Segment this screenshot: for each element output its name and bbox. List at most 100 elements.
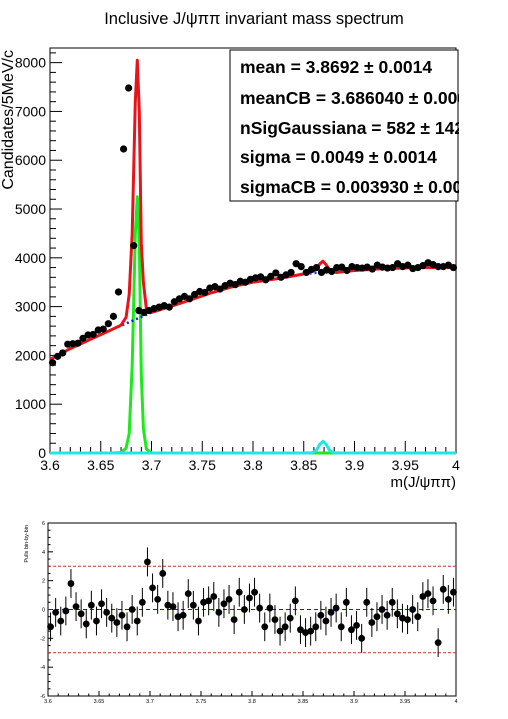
pull-point: [327, 608, 335, 616]
pull-x-tick-label: 3.6: [44, 699, 52, 705]
pull-point: [174, 613, 182, 621]
pull-point: [399, 614, 406, 622]
main-x-tick-label: 3.95: [392, 457, 419, 473]
pull-point: [118, 611, 126, 619]
pull-point: [429, 597, 437, 605]
pull-point: [404, 616, 411, 623]
pull-point: [154, 596, 162, 603]
pull-point: [393, 610, 401, 618]
data-point: [404, 261, 412, 269]
pull-point: [297, 626, 304, 634]
pull-point: [138, 598, 146, 606]
pull-point: [348, 626, 355, 634]
main-y-axis-label: Candidates/5MeV/c: [0, 50, 17, 190]
pull-point: [256, 604, 264, 612]
pull-x-tick-label: 4: [454, 699, 457, 705]
data-point: [48, 359, 57, 367]
data-point: [125, 84, 133, 92]
pull-axes: 3.6 3.65 3.7 3.75 3.8 3.85 3.9 3.95 4 -6 -4 -2 0 2 4 6: [40, 521, 457, 705]
pull-x-tick-label: 3.8: [248, 699, 256, 705]
pull-point: [235, 588, 243, 596]
data-point: [297, 263, 305, 271]
data-point: [312, 263, 321, 272]
pull-point: [220, 600, 228, 608]
pull-point: [368, 619, 376, 626]
stats-meancb: meanCB = 3.686040 ± 0.000006: [240, 88, 497, 108]
pull-point: [450, 588, 457, 596]
pull-point: [200, 598, 207, 606]
pull-point: [93, 617, 100, 625]
pull-point: [271, 616, 279, 623]
stats-nsig: nSigGaussiana = 582 ± 142: [240, 118, 464, 138]
pull-x-tick-label: 3.9: [350, 699, 358, 705]
pull-point: [246, 594, 253, 602]
pull-point: [363, 598, 371, 606]
pull-point: [388, 598, 396, 606]
pull-x-tick-label: 3.85: [298, 699, 309, 705]
pull-point: [215, 608, 223, 616]
data-point: [201, 288, 209, 297]
series-line-signal-gauss: [50, 439, 456, 455]
data-point: [368, 265, 376, 273]
pull-point: [322, 617, 330, 625]
main-y-tick-label: 2000: [15, 347, 46, 363]
main-y-tick-label: 1000: [15, 396, 46, 412]
main-x-tick-label: 3.75: [189, 457, 216, 473]
main-x-tick-label: 3.65: [87, 457, 114, 473]
pull-point: [123, 623, 131, 631]
pull-point: [317, 611, 325, 619]
main-x-tick-label: 3.7: [142, 457, 162, 473]
pull-data-points: [47, 547, 457, 658]
pull-point: [225, 596, 233, 603]
pull-point: [108, 614, 116, 622]
pull-point: [82, 620, 90, 628]
data-point: [114, 288, 123, 296]
pull-point: [133, 617, 141, 625]
pull-point: [439, 585, 447, 593]
data-point: [388, 263, 397, 272]
pull-x-tick-label: 3.75: [196, 699, 207, 705]
pull-point: [205, 597, 213, 605]
stats-sigma: sigma = 0.0049 ± 0.0014: [240, 147, 437, 167]
pull-y-tick-label: 0: [42, 608, 45, 614]
pull-point: [302, 629, 309, 636]
main-x-axis-label: m(J/ψππ): [390, 474, 456, 491]
data-point: [74, 339, 82, 347]
pull-point: [281, 623, 289, 631]
pull-point: [251, 588, 258, 596]
pull-point: [169, 603, 177, 611]
data-point: [99, 325, 107, 333]
pull-point: [113, 619, 121, 626]
data-point: [449, 263, 458, 272]
pull-point: [189, 601, 197, 609]
main-y-tick-label: 0: [38, 445, 46, 461]
main-y-tick-label: 6000: [15, 152, 46, 168]
pull-point: [286, 614, 294, 622]
pull-point: [87, 601, 95, 609]
stats-mean: mean = 3.8692 ± 0.0014: [240, 57, 432, 77]
main-y-tick-label: 3000: [15, 299, 46, 315]
pull-point: [72, 603, 80, 611]
data-point: [267, 272, 275, 280]
pull-point: [98, 600, 105, 608]
pull-point: [291, 597, 299, 605]
pull-point: [378, 606, 386, 613]
main-x-tick-label: 3.85: [290, 457, 317, 473]
data-point: [434, 263, 442, 271]
pull-y-tick-label: 4: [42, 550, 45, 556]
right-margin-mask: [459, 50, 508, 201]
pull-point: [307, 627, 315, 635]
data-point: [54, 352, 62, 360]
pull-point: [409, 606, 417, 613]
data-point: [343, 266, 351, 275]
pull-point: [77, 610, 85, 618]
main-y-tick-label: 5000: [15, 201, 46, 217]
main-axes: 3.6 3.65 3.7 3.75 3.8 3.85 3.9 3.95 4 0 1000 2000 30…: [15, 52, 460, 473]
pull-y-tick-label: 6: [42, 521, 45, 527]
pull-point: [414, 613, 422, 621]
pull-point: [67, 580, 75, 587]
pull-point: [266, 604, 274, 612]
pull-point: [353, 621, 360, 629]
pull-point: [103, 608, 111, 616]
pull-point: [276, 627, 284, 635]
